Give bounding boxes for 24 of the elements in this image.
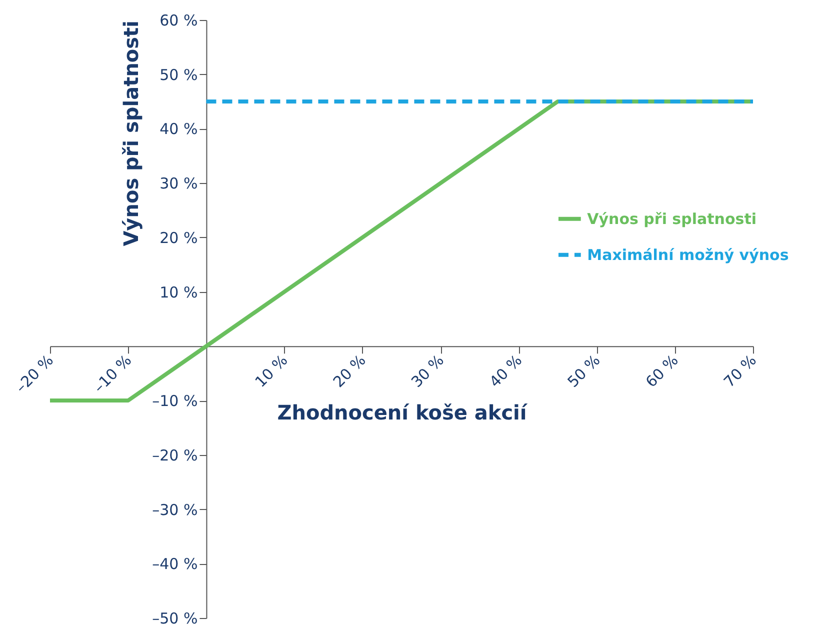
y-tick-label: –40 % [152, 555, 198, 574]
x-tick-label: 70 % [720, 351, 760, 391]
y-tick-label: 60 % [160, 12, 198, 30]
x-tick-label: 20 % [330, 351, 370, 391]
x-tick-label: 60 % [642, 351, 682, 391]
x-tick-label: 10 % [252, 351, 292, 391]
x-tick-label: 30 % [408, 351, 448, 391]
legend-label: Výnos při splatnosti [587, 210, 757, 228]
y-tick-label: 40 % [160, 120, 198, 138]
x-tick-label: –20 % [12, 351, 57, 396]
x-axis-title: Zhodnocení koše akcií [277, 400, 528, 425]
x-tick-label: –10 % [90, 351, 135, 396]
y-axis-title: Výnos při splatnosti [119, 20, 144, 246]
y-tick-label: –30 % [152, 500, 198, 519]
legend-label: Maximální možný výnos [587, 246, 789, 264]
y-tick-label: 20 % [160, 228, 198, 247]
y-tick-label: –50 % [152, 610, 198, 626]
y-tick-label: 30 % [160, 174, 198, 193]
y-tick-label: –20 % [152, 446, 198, 464]
y-tick-label: –10 % [152, 392, 198, 410]
x-tick-label: 50 % [564, 351, 604, 391]
y-tick-label: 50 % [160, 66, 198, 84]
y-tick-label: 10 % [160, 283, 198, 302]
x-tick-label: 40 % [486, 351, 526, 391]
